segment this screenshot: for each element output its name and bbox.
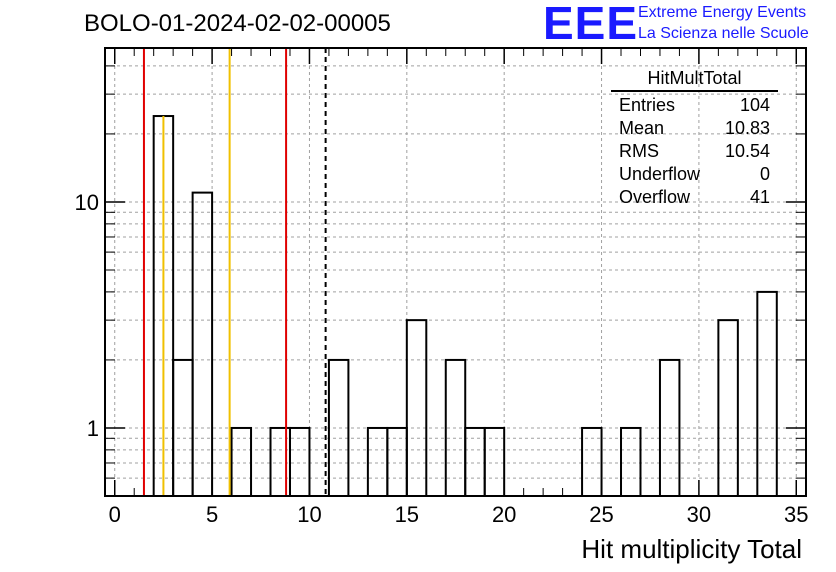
- stats-value: 10.54: [724, 141, 770, 161]
- stats-value: 41: [749, 187, 770, 207]
- x-tick-label: 15: [395, 502, 419, 527]
- eee-tagline-2: La Scienza nelle Scuole: [638, 25, 809, 42]
- run-title: BOLO-01-2024-02-02-00005: [84, 10, 391, 37]
- marker-lines: [142, 48, 327, 496]
- stats-row-overflow: Overflow 41: [611, 186, 778, 209]
- histogram-bin: [386, 426, 408, 498]
- histogram-bin: [756, 290, 778, 498]
- x-tick-label: 0: [109, 502, 121, 527]
- histogram-bin: [717, 319, 739, 497]
- histogram-bin: [405, 319, 428, 497]
- x-tick-label: 30: [687, 502, 711, 527]
- x-tick-label: 25: [589, 502, 613, 527]
- stats-label: Overflow: [619, 187, 691, 207]
- stats-value: 10.83: [724, 118, 770, 138]
- stats-label: RMS: [619, 141, 659, 161]
- stats-value: 0: [759, 164, 770, 184]
- stats-row-entries: Entries 104: [611, 94, 778, 117]
- eee-tagline-1: Extreme Energy Events: [638, 4, 807, 21]
- stats-label: Mean: [619, 118, 665, 138]
- plot-frame: [104, 47, 807, 497]
- eee-logo: EEE: [543, 0, 639, 49]
- x-tick-label: 5: [206, 502, 218, 527]
- y-tick-label: 1: [87, 416, 99, 441]
- stats-row-underflow: Underflow 0: [611, 163, 778, 186]
- x-axis-title: Hit multiplicity Total: [581, 534, 802, 564]
- stats-label: Underflow: [619, 164, 701, 184]
- histogram-bin: [464, 426, 486, 498]
- histogram-bin: [191, 191, 214, 497]
- y-tick-label: 10: [75, 190, 99, 215]
- grid-lines: [105, 48, 806, 497]
- x-tick-label: 10: [297, 502, 321, 527]
- x-tick-label: 20: [492, 502, 516, 527]
- axis-ticks: [105, 48, 806, 497]
- histogram-bin: [230, 426, 253, 498]
- stats-box: HitMultTotal Entries 104 Mean 10.83 RMS …: [611, 68, 778, 209]
- stats-row-rms: RMS 10.54: [611, 140, 778, 163]
- stats-label: Entries: [619, 95, 676, 115]
- stats-value: 104: [739, 95, 770, 115]
- x-tick-label: 35: [784, 502, 808, 527]
- axis-tick-labels: 0 5 10 15 20 25 30 35 1 10: [75, 190, 809, 527]
- stats-row-mean: Mean 10.83: [611, 117, 778, 140]
- stats-title: HitMultTotal: [611, 68, 778, 92]
